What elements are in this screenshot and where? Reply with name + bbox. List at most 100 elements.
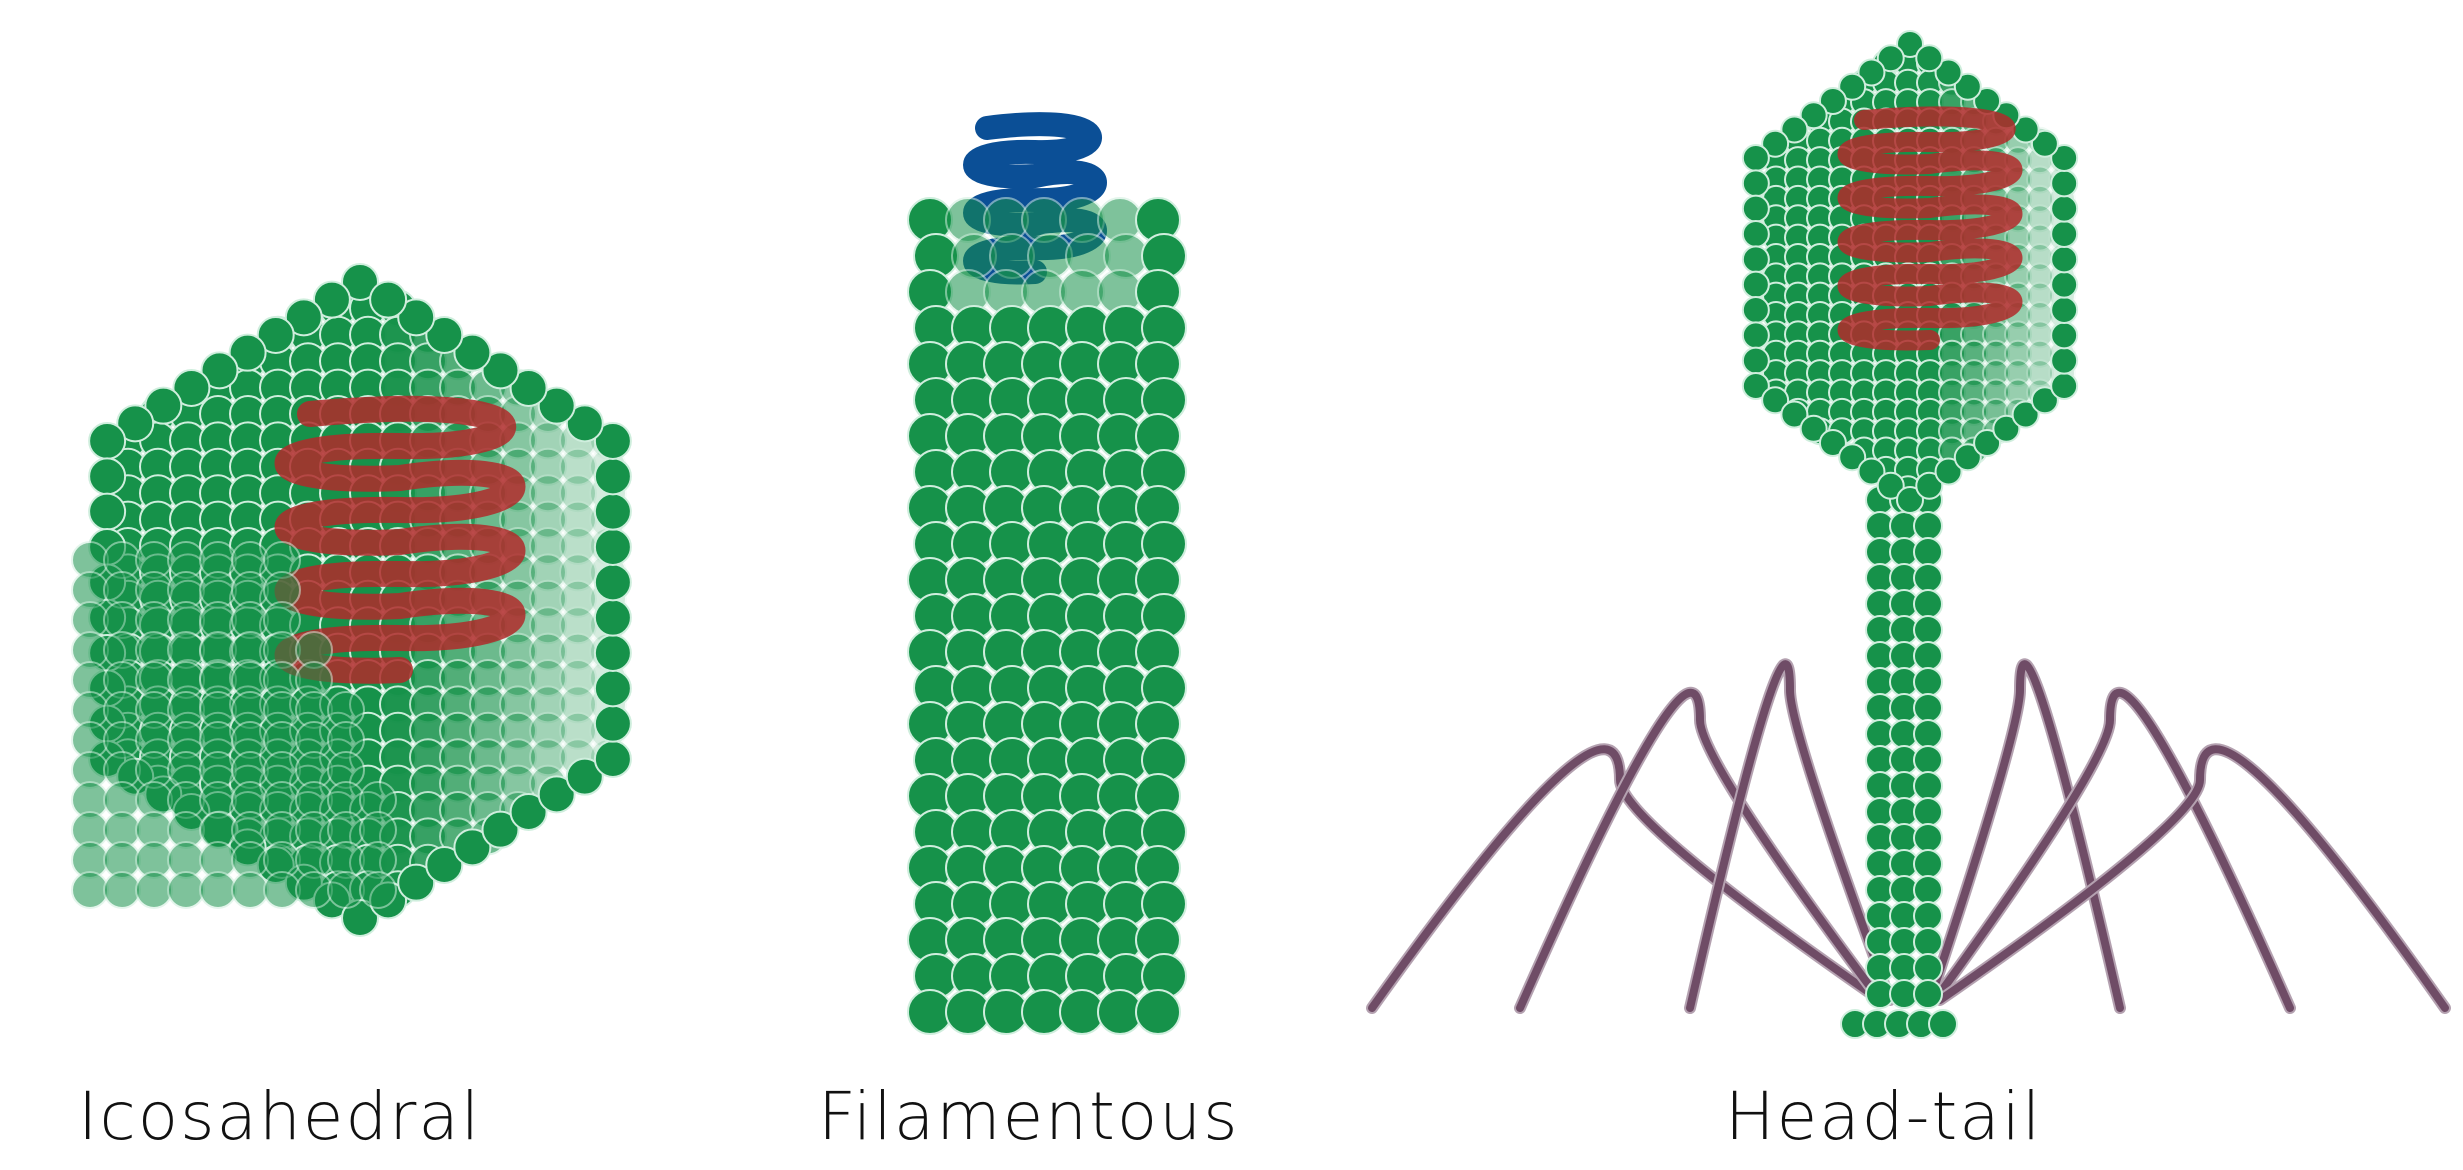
capsomere — [2050, 372, 2079, 400]
capsomere — [1818, 87, 1847, 115]
capsomere — [559, 685, 597, 724]
head-capsid-rim — [1741, 30, 2079, 514]
capsomere — [295, 871, 333, 909]
capsomere — [1741, 194, 1770, 223]
capsomere — [2004, 359, 2032, 388]
capsomere — [1913, 537, 1943, 567]
head-capsid — [1741, 30, 2079, 514]
capsomere — [529, 474, 567, 513]
capsomere — [2026, 204, 2054, 233]
capsomere — [1780, 400, 1809, 429]
capsomere — [593, 457, 632, 496]
capsomere — [369, 280, 408, 319]
capsomere — [1741, 270, 1770, 299]
capsomere — [359, 871, 397, 909]
capsomere — [1934, 457, 1963, 486]
capsomere — [593, 563, 632, 602]
capsomere — [1761, 129, 1790, 158]
icosahedral-genome-coil — [274, 395, 526, 684]
base-plate — [1840, 1009, 1958, 1039]
capsomere — [1913, 745, 1943, 775]
capsomere — [529, 738, 567, 777]
capsomere — [2004, 320, 2032, 349]
capsomere — [529, 659, 567, 697]
capsomere — [1876, 471, 1905, 500]
tail-fiber-outline — [1684, 658, 1896, 1014]
capsomere — [1741, 220, 1770, 248]
capsomere — [200, 351, 239, 390]
capsomere — [453, 828, 492, 867]
capsomere — [397, 298, 436, 337]
capsomere — [2050, 321, 2079, 350]
capsomere — [1928, 1009, 1958, 1039]
capsomere — [1913, 641, 1943, 671]
capsomere — [144, 386, 183, 425]
capsomere — [1741, 372, 1770, 400]
capsomere — [167, 871, 205, 909]
tail-fiber — [1931, 688, 2294, 1012]
capsomere — [341, 263, 379, 301]
capsomere — [559, 659, 597, 697]
capsomere — [2011, 400, 2040, 429]
capsomere — [537, 386, 576, 425]
capsomere — [1896, 486, 1924, 514]
capsomere — [1741, 245, 1770, 274]
capsomere — [1913, 589, 1943, 619]
capsomere — [312, 280, 351, 319]
capsomere — [593, 669, 632, 708]
capsomere — [529, 553, 567, 592]
capsomere — [2050, 144, 2079, 172]
capsomere — [1741, 296, 1770, 324]
capsomere — [2004, 339, 2032, 368]
capsomere — [71, 871, 109, 909]
icosahedral-virus — [71, 263, 632, 937]
icosahedral-label: Icosahedral — [78, 1078, 482, 1155]
capsomere — [1857, 457, 1886, 486]
capsomere — [425, 846, 464, 884]
capsomere — [593, 634, 632, 672]
capsomere — [228, 333, 267, 372]
capsomere — [2050, 194, 2079, 223]
capsomere — [1838, 443, 1867, 472]
capsomere — [2030, 386, 2059, 415]
capsomere — [537, 775, 576, 814]
capsomere — [593, 422, 632, 460]
capsomere — [88, 492, 127, 531]
capsomere — [1913, 615, 1943, 645]
capsomere — [284, 298, 323, 337]
capsomere — [1913, 693, 1943, 723]
capsomere — [529, 711, 567, 750]
capsomere — [1761, 386, 1790, 415]
capsomere — [1741, 346, 1770, 375]
capsomere — [559, 553, 597, 592]
capsomere — [1741, 169, 1770, 198]
capsomere — [1973, 429, 2002, 457]
head-genome-coil — [1837, 106, 2023, 351]
capsomere — [2026, 359, 2054, 388]
capsomere — [1741, 144, 1770, 172]
capsomere — [231, 871, 269, 909]
capsomere — [88, 422, 127, 460]
capsomere — [1799, 414, 1828, 443]
capsomere — [1913, 563, 1943, 593]
capsomere — [529, 685, 567, 724]
capsomere — [559, 447, 597, 486]
capsomere — [593, 740, 632, 778]
capsomere — [1913, 797, 1943, 827]
capsomere — [135, 871, 173, 909]
capsomere — [263, 871, 301, 909]
capsomere — [1913, 511, 1943, 541]
capsomere — [481, 351, 520, 390]
capsomere — [593, 528, 632, 566]
capsomere — [116, 404, 155, 443]
capsomere — [1913, 771, 1943, 801]
capsomere — [1913, 979, 1943, 1009]
capsomere — [2050, 169, 2079, 198]
capsomere — [1741, 321, 1770, 350]
capsomere — [509, 793, 548, 831]
capsomere — [529, 579, 567, 618]
capsomere — [1799, 101, 1828, 130]
capsomere — [1913, 849, 1943, 879]
capsomere — [327, 871, 365, 909]
